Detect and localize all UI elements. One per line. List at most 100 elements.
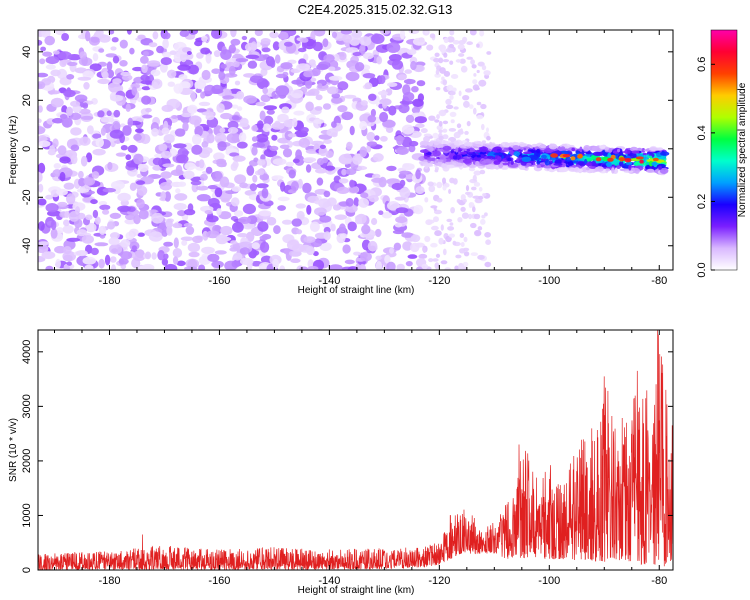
heatmap-cell bbox=[57, 145, 67, 156]
heatmap-cell bbox=[117, 205, 131, 212]
heatmap-cell bbox=[247, 60, 258, 69]
heatmap-cell bbox=[567, 160, 574, 166]
heatmap-cell bbox=[151, 212, 164, 224]
heatmap-cell bbox=[207, 253, 220, 262]
heatmap-cell bbox=[481, 160, 487, 165]
heatmap-cell bbox=[432, 132, 439, 139]
heatmap-cell bbox=[486, 127, 489, 133]
heatmap-cell bbox=[216, 158, 227, 164]
heatmap-cell bbox=[231, 115, 240, 121]
heatmap-cell bbox=[165, 218, 173, 229]
heatmap-cell bbox=[334, 214, 348, 220]
heatmap-cell bbox=[331, 31, 338, 38]
heatmap-cell bbox=[415, 123, 425, 128]
heatmap-cell bbox=[433, 141, 440, 146]
heatmap-cell bbox=[200, 91, 206, 99]
heatmap-cell bbox=[272, 158, 287, 166]
heatmap-cell bbox=[83, 82, 90, 90]
heatmap-cell bbox=[75, 250, 88, 257]
heatmap-cell bbox=[618, 157, 626, 162]
heatmap-cell bbox=[41, 251, 56, 260]
heatmap-cell bbox=[266, 216, 277, 226]
heatmap-cell bbox=[386, 165, 397, 172]
heatmap-cell bbox=[187, 104, 198, 114]
heatmap-cell bbox=[328, 75, 343, 81]
heatmap-cell bbox=[191, 144, 203, 155]
heatmap-cell bbox=[616, 165, 621, 169]
heatmap-cell bbox=[458, 90, 462, 97]
heatmap-cell bbox=[213, 152, 225, 161]
heatmap-cell bbox=[434, 52, 440, 57]
heatmap-cell bbox=[536, 148, 541, 154]
heatmap-cell bbox=[445, 104, 454, 110]
heatmap-cell bbox=[484, 232, 491, 238]
heatmap-cell bbox=[39, 58, 46, 65]
heatmap-cell bbox=[38, 72, 49, 78]
heatmap-cell bbox=[300, 37, 309, 43]
heatmap-cell bbox=[151, 78, 163, 90]
heatmap-cell bbox=[410, 234, 421, 243]
heatmap-cell bbox=[76, 229, 88, 237]
heatmap-cell bbox=[428, 185, 436, 193]
heatmap-cell bbox=[132, 250, 146, 262]
heatmap-cell bbox=[346, 141, 353, 150]
heatmap-cell bbox=[434, 73, 441, 78]
heatmap-cell bbox=[647, 155, 653, 159]
heatmap-cell bbox=[112, 78, 122, 85]
heatmap-cell bbox=[516, 158, 520, 163]
heatmap-cell bbox=[435, 253, 441, 258]
heatmap-cell bbox=[466, 148, 471, 152]
heatmap-cell bbox=[108, 82, 121, 93]
heatmap-cell bbox=[227, 120, 239, 130]
heatmap-cell bbox=[476, 69, 480, 74]
heatmap-cell bbox=[183, 170, 195, 180]
heatmap-cell bbox=[405, 261, 413, 267]
heatmap-cell bbox=[372, 153, 384, 162]
heatmap-cell bbox=[290, 181, 299, 192]
heatmap-cell bbox=[306, 204, 312, 215]
heatmap-cell bbox=[234, 80, 241, 86]
heatmap-cell bbox=[172, 222, 183, 229]
heatmap-cell bbox=[468, 104, 474, 109]
heatmap-cell bbox=[493, 160, 501, 165]
heatmap-cell bbox=[389, 247, 394, 254]
heatmap-cell bbox=[274, 54, 281, 64]
heatmap-cell bbox=[341, 111, 354, 121]
heatmap-cell bbox=[205, 52, 212, 64]
heatmap-cell bbox=[175, 188, 181, 194]
heatmap-cell bbox=[341, 168, 347, 176]
heatmap-cell bbox=[464, 130, 469, 135]
heatmap-cell bbox=[585, 167, 590, 171]
heatmap-cell bbox=[161, 104, 174, 112]
heatmap-cell bbox=[205, 166, 213, 174]
heatmap-cell bbox=[382, 119, 396, 128]
heatmap-cell bbox=[176, 154, 189, 164]
heatmap-cell bbox=[220, 49, 232, 60]
heatmap-cell bbox=[455, 147, 459, 153]
heatmap-cell bbox=[178, 74, 188, 80]
heatmap-cell bbox=[416, 80, 426, 87]
heatmap-cell bbox=[413, 204, 424, 215]
heatmap-cell bbox=[109, 212, 122, 219]
heatmap-cell bbox=[384, 254, 391, 264]
heatmap-cell bbox=[328, 66, 336, 72]
heatmap-cell bbox=[367, 115, 377, 123]
heatmap-cell bbox=[108, 237, 120, 246]
heatmap-cell bbox=[470, 222, 477, 229]
heatmap-cell bbox=[575, 150, 579, 155]
heatmap-cell bbox=[185, 226, 195, 235]
heatmap-cell bbox=[432, 258, 439, 262]
heatmap-cell bbox=[100, 116, 115, 123]
heatmap-cell bbox=[111, 248, 118, 254]
heatmap-cell bbox=[99, 204, 111, 211]
heatmap-cell bbox=[474, 229, 482, 237]
heatmap-cell bbox=[371, 177, 384, 183]
heatmap-cell bbox=[473, 182, 481, 187]
heatmap-cell bbox=[191, 183, 199, 193]
heatmap-cell bbox=[339, 233, 348, 239]
heatmap-cell bbox=[173, 83, 183, 94]
heatmap-cell bbox=[38, 183, 44, 193]
heatmap-cell bbox=[296, 229, 303, 235]
heatmap-cell bbox=[85, 214, 93, 221]
